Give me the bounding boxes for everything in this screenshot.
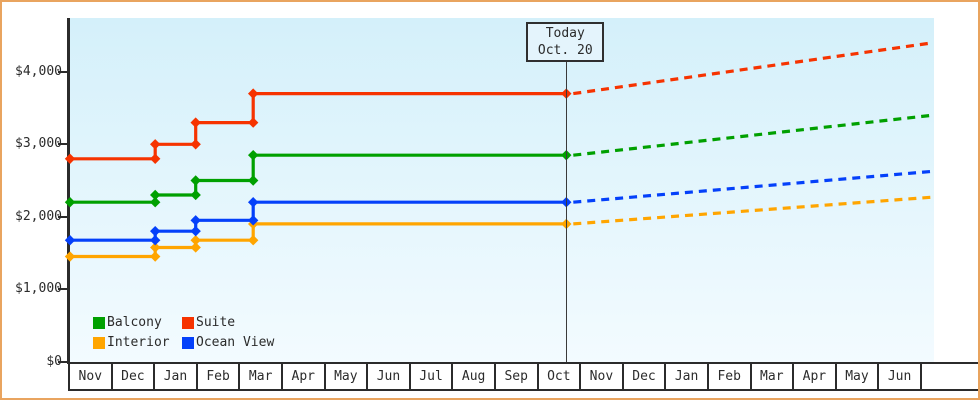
today-label: Today (545, 26, 585, 41)
x-axis-month-cell: Sep (496, 364, 539, 389)
y-axis-tick (58, 288, 68, 291)
x-axis-empty-cell (922, 364, 978, 389)
legend-label: Balcony (107, 315, 162, 330)
x-axis-month-cell: Nov (70, 364, 113, 389)
y-axis-tick (58, 360, 68, 363)
x-axis-month-cell: Jan (666, 364, 709, 389)
legend-swatch-icon (93, 316, 105, 329)
today-date-label: Oct. 20 (537, 43, 593, 58)
x-axis-month-cell: Apr (794, 364, 837, 389)
x-axis-month-cell: Dec (113, 364, 156, 389)
legend-item-suite: Suite (182, 313, 274, 332)
legend-swatch-icon (182, 316, 194, 329)
legend-label: Interior (107, 335, 170, 350)
x-axis-month-cell: Apr (283, 364, 326, 389)
y-axis-line (67, 18, 70, 364)
y-axis-label: $4,000 (15, 63, 62, 79)
legend-swatch-icon (182, 336, 194, 349)
legend-item-balcony: Balcony (93, 313, 182, 332)
x-axis-month-cell: Feb (709, 364, 752, 389)
x-axis-month-cell: Mar (752, 364, 795, 389)
x-axis-month-cell: Jun (879, 364, 922, 389)
x-axis-month-cell: Dec (624, 364, 667, 389)
y-axis-tick (58, 143, 68, 146)
y-axis-label: $3,000 (15, 136, 62, 152)
legend-item-interior: Interior (93, 333, 182, 352)
legend-item-ocean-view: Ocean View (182, 333, 274, 352)
today-vertical-line (566, 62, 568, 363)
x-axis-month-cell: Jan (155, 364, 198, 389)
y-axis-tick (58, 70, 68, 73)
chart-legend: Balcony Suite Interior Ocean View (93, 313, 274, 352)
x-axis-month-cell: Jun (368, 364, 411, 389)
x-axis-month-cell: Feb (198, 364, 241, 389)
y-axis-tick (58, 215, 68, 218)
x-axis-month-cell: Nov (581, 364, 624, 389)
x-axis-month-cell: May (837, 364, 880, 389)
plot-background (68, 18, 934, 363)
legend-label: Ocean View (196, 335, 275, 350)
x-axis-month-row: Nov Dec Jan Feb Mar Apr May Jun Jul Aug Sep Oct Nov D… (68, 362, 978, 391)
today-marker-box: Today Oct. 20 (526, 22, 605, 62)
x-axis-month-cell: Aug (453, 364, 496, 389)
x-axis-month-cell: Jul (411, 364, 454, 389)
y-axis-label: $0 (46, 353, 62, 369)
y-axis-label: $1,000 (15, 281, 62, 297)
legend-label: Suite (196, 315, 236, 330)
y-axis-label: $2,000 (15, 208, 62, 224)
x-axis-month-cell: May (326, 364, 369, 389)
x-axis-month-cell: Oct (539, 364, 582, 389)
legend-swatch-icon (93, 336, 105, 349)
x-axis-month-cell: Mar (240, 364, 283, 389)
